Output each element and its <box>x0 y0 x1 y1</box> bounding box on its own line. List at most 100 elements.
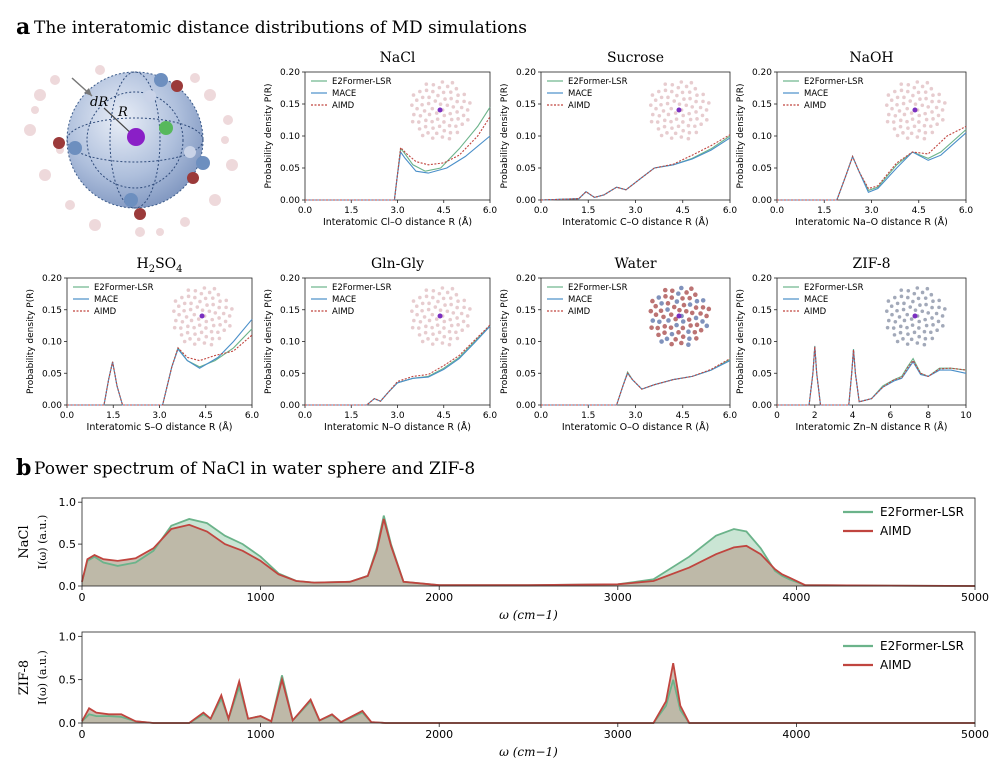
inset-atom <box>209 342 214 347</box>
inset-atom <box>899 82 904 86</box>
inset-atom <box>908 305 913 309</box>
inset-atom <box>426 337 430 341</box>
inset-atom <box>455 305 459 310</box>
inset-atom <box>670 82 675 87</box>
series-line-aimd <box>777 125 967 201</box>
inset-atom <box>698 311 703 316</box>
series-line-aimd <box>540 134 731 201</box>
inset-atom <box>441 296 446 301</box>
chart-title: Sucrose <box>607 50 664 66</box>
inset-atom <box>897 109 902 113</box>
inset-atom <box>669 119 673 124</box>
plot-frame <box>81 631 976 724</box>
inset-atom <box>892 89 897 94</box>
x-tick-label: 5000 <box>961 728 989 741</box>
inset-atom <box>930 110 934 114</box>
inset-atom <box>665 131 669 135</box>
inset-atom <box>902 112 907 117</box>
inset-atom <box>891 326 896 330</box>
inset-atom <box>210 296 215 300</box>
series-line-aimd <box>81 518 976 587</box>
inset-atom <box>655 325 661 331</box>
inset-atom <box>449 302 453 307</box>
inset-atom <box>694 130 699 135</box>
inset-atom <box>427 301 431 306</box>
x-tick-label: 5000 <box>961 591 989 604</box>
legend-label: E2Former-LSR <box>880 505 964 519</box>
inset-atom <box>649 325 654 330</box>
legend-label: MACE <box>804 89 828 99</box>
panel-b-letter: b <box>16 455 31 481</box>
legend-label: AIMD <box>568 101 591 111</box>
plot-frame <box>81 497 976 587</box>
inset-atom <box>665 301 671 306</box>
inset-atom <box>438 102 443 106</box>
inset-atom <box>701 99 705 104</box>
inset-atom <box>681 120 685 124</box>
neighbor-atom <box>159 121 173 135</box>
y-tick-label: 0.20 <box>42 274 62 284</box>
inset-atom <box>895 95 900 100</box>
inset-atom <box>182 301 187 306</box>
inset-atom <box>450 80 455 85</box>
inset-atom <box>679 340 684 346</box>
inset-atom <box>688 96 692 101</box>
system-label: NaCl <box>17 525 32 558</box>
inset-atom <box>179 333 184 337</box>
inset-atom <box>188 307 193 312</box>
inset-atom <box>448 296 453 300</box>
inset-atom <box>424 82 429 86</box>
inset-atom <box>197 323 202 327</box>
inset-atom <box>676 330 681 335</box>
inset-atom <box>650 318 656 323</box>
inset-atom <box>676 291 681 296</box>
y-tick-label: 0.10 <box>280 132 300 142</box>
x-axis-label: ω (cm−1) <box>499 745 558 759</box>
inset-atom <box>172 325 177 330</box>
inset-atom <box>893 319 898 324</box>
inset-atom <box>430 106 435 111</box>
inset-atom <box>686 317 692 322</box>
inset-atom <box>673 111 678 115</box>
inset-atom <box>665 101 670 106</box>
inset-atom <box>688 117 693 122</box>
inset-atom <box>193 288 198 293</box>
legend-label: AIMD <box>804 307 827 317</box>
inset-atom <box>656 127 661 131</box>
inset-atom <box>420 301 425 306</box>
inset-atom <box>449 96 453 101</box>
y-tick-label: 0.15 <box>752 100 772 110</box>
r-label: R <box>117 105 128 120</box>
inset-atom <box>228 324 232 328</box>
inset-atom <box>687 336 692 342</box>
inset-atom <box>905 119 909 124</box>
legend-label: E2Former-LSR <box>804 77 864 87</box>
x-tick-label: 0.0 <box>60 411 75 421</box>
inset-atom <box>427 318 432 323</box>
inset-atom <box>456 117 460 121</box>
inset-atom <box>420 339 425 344</box>
inset-center-atom <box>437 107 443 113</box>
x-tick-label: 0.0 <box>534 206 549 216</box>
inset-atom <box>434 317 439 321</box>
inset-atom <box>656 295 662 300</box>
inset-atom <box>895 133 900 138</box>
inset-snapshot <box>884 286 947 347</box>
y-tick-label: 0.20 <box>280 274 300 284</box>
x-axis-label: Interatomic Na–O distance R (Å) <box>795 216 948 228</box>
panel-a-title: The interatomic distance distributions o… <box>34 18 527 38</box>
inset-atom <box>926 311 931 315</box>
rdf-chart-3: H2SO4 0.0 1.5 3.0 4.5 6.0 0.00 0.05 0.10 0.15 0.20… <box>26 256 259 433</box>
inset-atom <box>440 286 445 290</box>
inset-atom <box>195 305 200 309</box>
inset-atom <box>193 295 197 300</box>
inset-atom <box>412 112 416 117</box>
inset-atom <box>436 299 440 304</box>
inset-atom <box>422 315 427 319</box>
series-line-e2former-lsr <box>777 129 967 201</box>
x-tick-label: 0.0 <box>770 206 785 216</box>
legend-label: E2Former-LSR <box>94 283 154 293</box>
inset-atom <box>207 309 212 314</box>
inset-atom <box>415 312 419 317</box>
